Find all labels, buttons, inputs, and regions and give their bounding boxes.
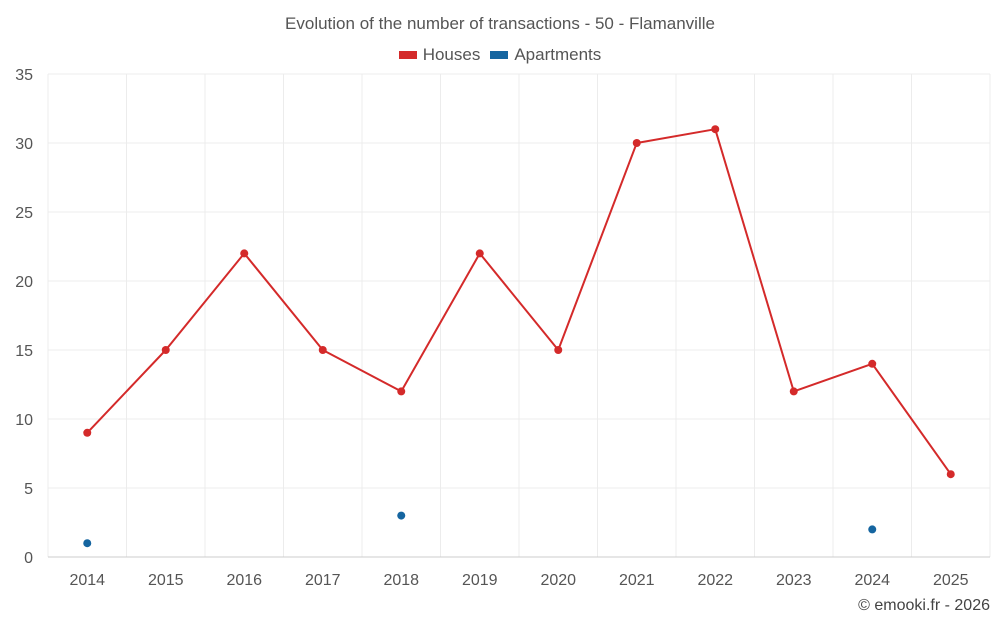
legend-swatch-houses [398,51,417,59]
legend: Houses Apartments [0,45,1000,65]
x-tick-label: 2016 [226,572,262,589]
x-tick-label: 2020 [540,572,576,589]
copyright-credit: © emooki.fr - 2026 [858,597,990,614]
data-point-houses [632,139,641,147]
data-point-houses [397,387,406,396]
x-tick-label: 2019 [462,572,498,589]
data-point-houses [318,346,327,354]
legend-label-houses: Houses [422,45,481,64]
data-point-houses [789,387,798,396]
data-point-apartments [397,511,406,520]
y-tick-label: 20 [15,274,33,291]
x-tick-label: 2024 [854,572,890,589]
x-tick-label: 2014 [69,572,105,589]
y-tick-label: 35 [15,67,33,84]
y-tick-label: 10 [15,412,33,429]
x-tick-label: 2022 [697,572,733,589]
data-point-houses [83,428,92,437]
data-point-apartments [83,539,92,548]
y-tick-label: 30 [15,136,33,153]
x-tick-label: 2018 [383,572,419,589]
x-tick-label: 2023 [776,572,812,589]
y-tick-label: 15 [15,343,33,360]
data-point-houses [240,249,249,258]
chart-title: Evolution of the number of transactions … [285,14,715,33]
data-point-houses [475,249,484,258]
y-tick-label: 5 [24,481,33,498]
data-point-apartments [868,525,877,534]
legend-item-houses[interactable]: Houses [398,45,481,65]
x-tick-label: 2025 [933,572,969,589]
data-point-houses [554,346,563,354]
data-point-houses [946,470,955,479]
legend-swatch-apartments [490,51,509,59]
x-tick-label: 2015 [148,572,184,589]
data-point-houses [711,125,720,134]
y-tick-label: 25 [15,205,33,222]
data-point-houses [161,346,170,354]
legend-label-apartments: Apartments [514,45,602,64]
x-tick-label: 2017 [305,572,341,589]
y-tick-label: 0 [24,550,33,567]
legend-item-apartments[interactable]: Apartments [490,45,601,65]
series-line-houses [86,128,952,475]
data-point-houses [868,359,877,368]
x-tick-label: 2021 [619,572,655,589]
